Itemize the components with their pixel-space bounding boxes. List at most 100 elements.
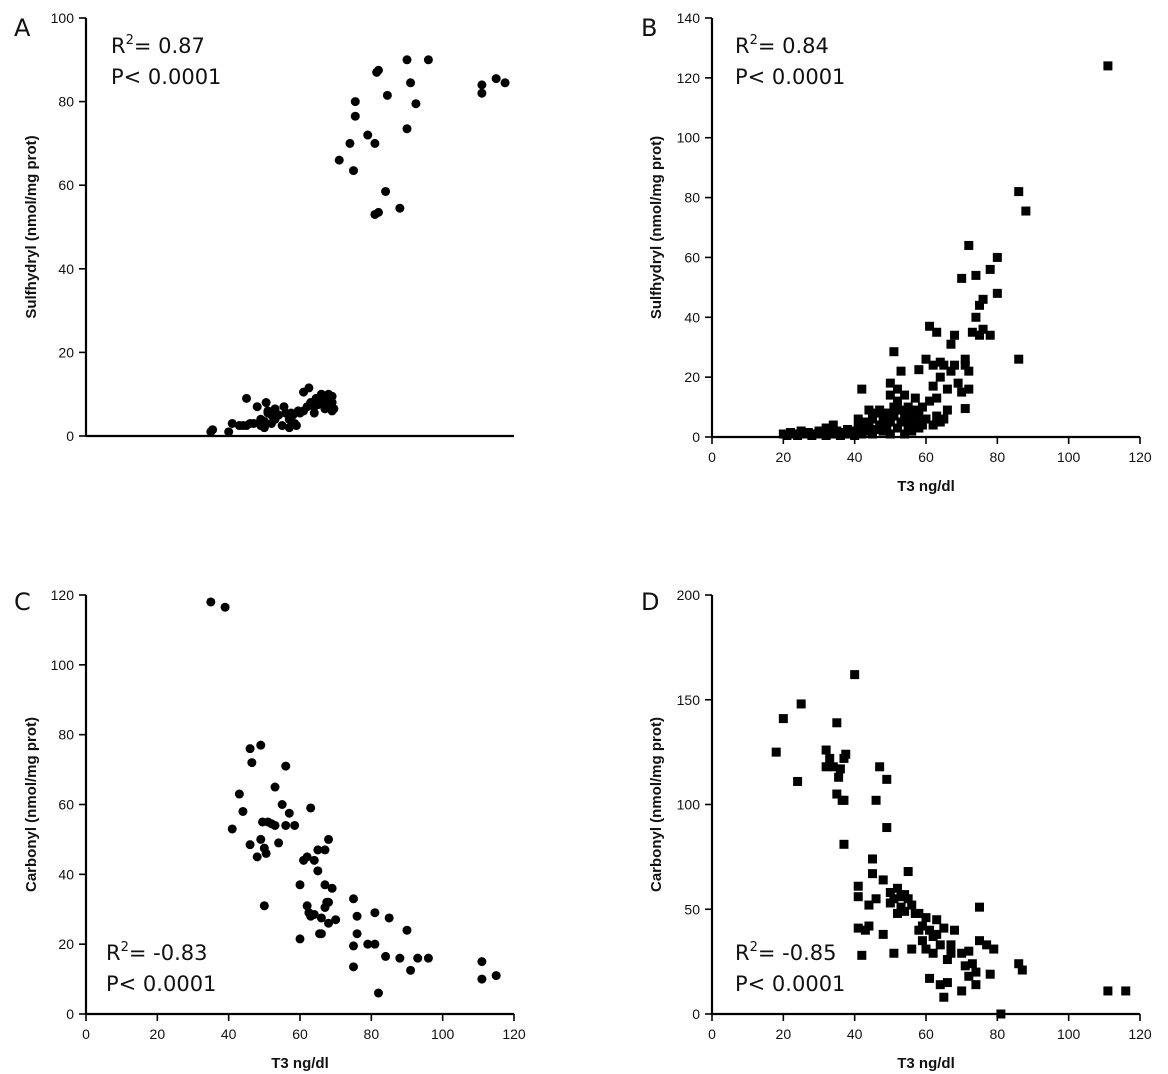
data-point: [925, 925, 935, 935]
y-tick-label: 100: [51, 657, 75, 673]
y-tick-label: 100: [677, 797, 701, 813]
data-point: [900, 906, 910, 916]
data-point: [892, 396, 902, 406]
data-point: [864, 900, 874, 910]
data-point: [875, 405, 885, 415]
data-point: [925, 396, 935, 406]
data-point: [281, 761, 291, 771]
data-point: [932, 327, 942, 337]
data-point: [932, 393, 942, 403]
data-point: [245, 840, 255, 850]
data-point: [864, 423, 874, 433]
data-point: [295, 880, 305, 890]
data-point: [889, 948, 899, 958]
data-point: [942, 978, 952, 988]
data-point: [964, 384, 974, 394]
data-point: [871, 894, 881, 904]
data-point: [256, 740, 266, 750]
data-point: [992, 252, 1002, 262]
y-tick-label: 0: [66, 428, 74, 444]
r-symbol: R: [735, 34, 750, 58]
data-point: [985, 264, 995, 274]
data-point: [208, 425, 218, 435]
data-point: [491, 74, 501, 84]
data-point: [329, 404, 339, 414]
data-point: [903, 894, 913, 904]
data-point: [925, 321, 935, 331]
data-point: [932, 929, 942, 939]
data-point: [796, 699, 806, 709]
data-point: [274, 410, 284, 420]
data-point: [261, 848, 271, 858]
data-point: [950, 925, 960, 935]
y-tick-label: 80: [684, 190, 700, 206]
data-point: [491, 971, 501, 981]
data-point: [423, 953, 433, 963]
data-point: [406, 965, 416, 975]
data-point: [921, 913, 931, 923]
data-point: [373, 65, 383, 75]
x-tick-label: 20: [150, 1026, 166, 1042]
data-point: [868, 854, 877, 864]
data-point: [324, 897, 334, 907]
data-point: [841, 749, 851, 759]
data-point: [1103, 61, 1113, 71]
data-point: [939, 414, 949, 424]
data-point: [932, 915, 942, 925]
data-point: [850, 670, 860, 680]
data-point: [907, 944, 917, 954]
data-point: [349, 941, 358, 951]
data-point: [857, 384, 867, 394]
data-point: [274, 838, 284, 848]
data-point: [964, 971, 974, 981]
x-tick-label: 40: [847, 1026, 863, 1042]
x-tick-label: 20: [776, 449, 792, 465]
data-point: [892, 908, 902, 918]
data-point: [935, 372, 945, 382]
data-point: [234, 789, 244, 799]
data-point: [302, 852, 312, 862]
data-point: [960, 354, 970, 364]
data-point: [304, 383, 314, 393]
data-point: [320, 845, 330, 855]
data-point: [921, 944, 931, 954]
data-point: [957, 387, 967, 397]
x-axis-title: T3 ng/dl: [897, 1055, 955, 1072]
x-axis-title: T3 ng/dl: [897, 478, 955, 495]
r-symbol: R: [106, 941, 121, 965]
data-point: [853, 923, 863, 933]
y-tick-label: 120: [51, 587, 75, 603]
data-point: [828, 762, 838, 772]
data-point: [917, 921, 927, 931]
y-tick-label: 40: [58, 261, 74, 277]
r-squared-value: = -0.85: [758, 941, 837, 965]
data-point: [381, 951, 391, 961]
data-point: [477, 80, 487, 90]
data-point: [960, 961, 970, 971]
data-point: [284, 808, 294, 818]
data-point: [825, 753, 835, 763]
data-point: [967, 959, 977, 969]
data-point: [352, 911, 362, 921]
data-point: [290, 820, 300, 830]
data-point: [917, 402, 927, 412]
data-point: [370, 939, 380, 949]
data-point: [903, 402, 913, 412]
data-point: [892, 883, 902, 893]
data-point: [384, 913, 394, 923]
panel-b: B 0 20 40 60 80 100 120 140 0 20 40 60 80 100 120 Sulfhy…: [641, 10, 1152, 495]
data-point: [946, 366, 956, 376]
y-tick-label: 60: [58, 797, 74, 813]
data-point: [864, 405, 874, 415]
data-point: [771, 747, 781, 757]
data-point: [896, 405, 906, 415]
data-point: [1017, 965, 1027, 975]
data-point: [992, 288, 1002, 298]
data-point: [477, 88, 487, 98]
data-point: [928, 420, 938, 430]
data-point: [971, 980, 981, 990]
data-point: [875, 762, 885, 772]
data-point: [896, 366, 906, 376]
data-point: [907, 426, 917, 436]
data-point: [853, 414, 863, 424]
